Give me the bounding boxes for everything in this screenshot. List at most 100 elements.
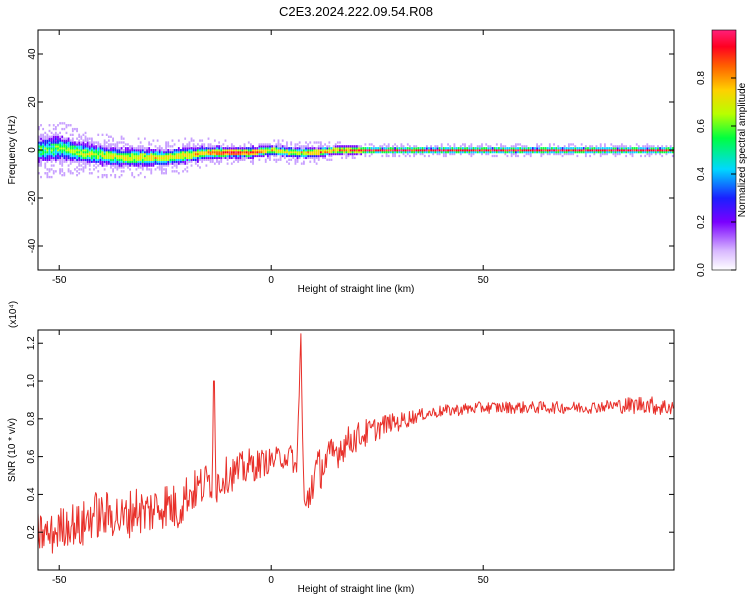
heat-cell <box>631 150 634 154</box>
heat-cell <box>485 149 488 152</box>
heat-cell <box>557 150 560 154</box>
heat-cell <box>264 149 267 152</box>
heat-cell <box>48 141 51 144</box>
heat-cell <box>292 156 295 160</box>
heat-cell <box>141 149 144 152</box>
heat-cell <box>184 147 187 150</box>
heat-cell <box>190 147 193 150</box>
heat-cell <box>192 158 195 161</box>
heat-cell <box>218 160 220 163</box>
heat-cell <box>120 170 123 173</box>
heat-cell <box>135 168 138 171</box>
heat-cell <box>93 149 95 152</box>
heat-cell <box>99 156 102 160</box>
heat-cell <box>93 141 95 144</box>
heat-cell <box>568 152 570 156</box>
heat-cell <box>345 147 348 150</box>
heat-cell <box>82 168 85 171</box>
heat-cell <box>283 156 286 160</box>
heat-cell <box>88 154 91 158</box>
heat-cell <box>105 145 108 148</box>
heat-cell <box>59 135 61 138</box>
heat-cell <box>527 152 530 156</box>
heat-cell <box>504 145 507 148</box>
heat-cell <box>67 150 70 154</box>
heat-cell <box>139 162 142 165</box>
heat-cell <box>101 162 104 165</box>
heat-cell <box>99 143 102 146</box>
heat-cell <box>160 168 163 171</box>
heat-cell <box>644 145 647 148</box>
heat-cell <box>434 150 437 154</box>
heat-cell <box>368 150 371 154</box>
heat-cell <box>625 154 628 158</box>
heat-cell <box>296 158 299 161</box>
heat-cell <box>52 164 55 167</box>
heat-cell <box>144 147 146 150</box>
heat-cell <box>593 147 596 150</box>
heat-cell <box>440 143 443 146</box>
heat-cell <box>379 150 382 154</box>
colorbar-tick-label: 0.6 <box>696 119 707 133</box>
heat-cell <box>207 154 210 158</box>
heat-cell <box>625 147 628 150</box>
heat-cell <box>57 147 59 150</box>
heat-cell <box>137 158 140 161</box>
heat-cell <box>65 143 68 146</box>
heat-cell <box>91 141 93 144</box>
heat-cell <box>646 149 649 152</box>
heat-cell <box>124 162 127 165</box>
heat-cell <box>385 152 388 156</box>
heat-cell <box>76 174 78 177</box>
heat-cell <box>52 137 55 140</box>
heat-cell <box>127 150 129 154</box>
heat-cell <box>105 150 108 154</box>
heat-cell <box>46 133 49 136</box>
heat-cell <box>110 147 112 150</box>
heat-cell <box>222 147 225 150</box>
heat-cell <box>110 156 112 160</box>
heat-cell <box>80 164 83 167</box>
heat-cell <box>156 147 159 150</box>
heat-cell <box>671 154 674 158</box>
heat-cell <box>199 166 201 169</box>
heat-cell <box>173 156 176 160</box>
colorbar-tick-label: 0.0 <box>696 263 707 277</box>
heat-cell <box>362 147 365 150</box>
heat-cell <box>48 147 51 150</box>
heat-cell <box>133 158 136 161</box>
heat-cell <box>584 145 587 148</box>
heat-cell <box>86 154 89 158</box>
heat-cell <box>129 145 131 148</box>
heat-cell <box>165 172 167 175</box>
heat-cell <box>97 164 100 167</box>
heat-cell <box>290 158 293 161</box>
heat-cell <box>173 164 176 167</box>
y-tick-label: 20 <box>27 96 38 108</box>
heat-cell <box>52 141 55 144</box>
heat-cell <box>91 172 93 175</box>
heat-cell <box>46 149 49 152</box>
heat-cell <box>216 150 218 154</box>
heat-cell <box>91 149 93 152</box>
heat-cell <box>247 154 250 158</box>
heat-cell <box>228 152 231 156</box>
heat-cell <box>209 152 212 156</box>
heat-cell <box>277 152 280 156</box>
heat-cell <box>175 156 178 160</box>
y-tick-label: 40 <box>27 48 38 60</box>
heat-cell <box>315 156 318 160</box>
heat-cell <box>165 150 167 154</box>
heat-cell <box>661 154 664 158</box>
heat-cell <box>553 150 555 154</box>
heat-cell <box>59 160 61 163</box>
heat-cell <box>84 137 87 140</box>
heat-cell <box>80 143 83 146</box>
heat-cell <box>171 166 174 169</box>
heat-cell <box>464 150 466 154</box>
heat-cell <box>148 162 151 165</box>
heat-cell <box>91 154 93 158</box>
heat-cell <box>440 145 443 148</box>
heat-cell <box>76 143 78 146</box>
heat-cell <box>184 152 187 156</box>
